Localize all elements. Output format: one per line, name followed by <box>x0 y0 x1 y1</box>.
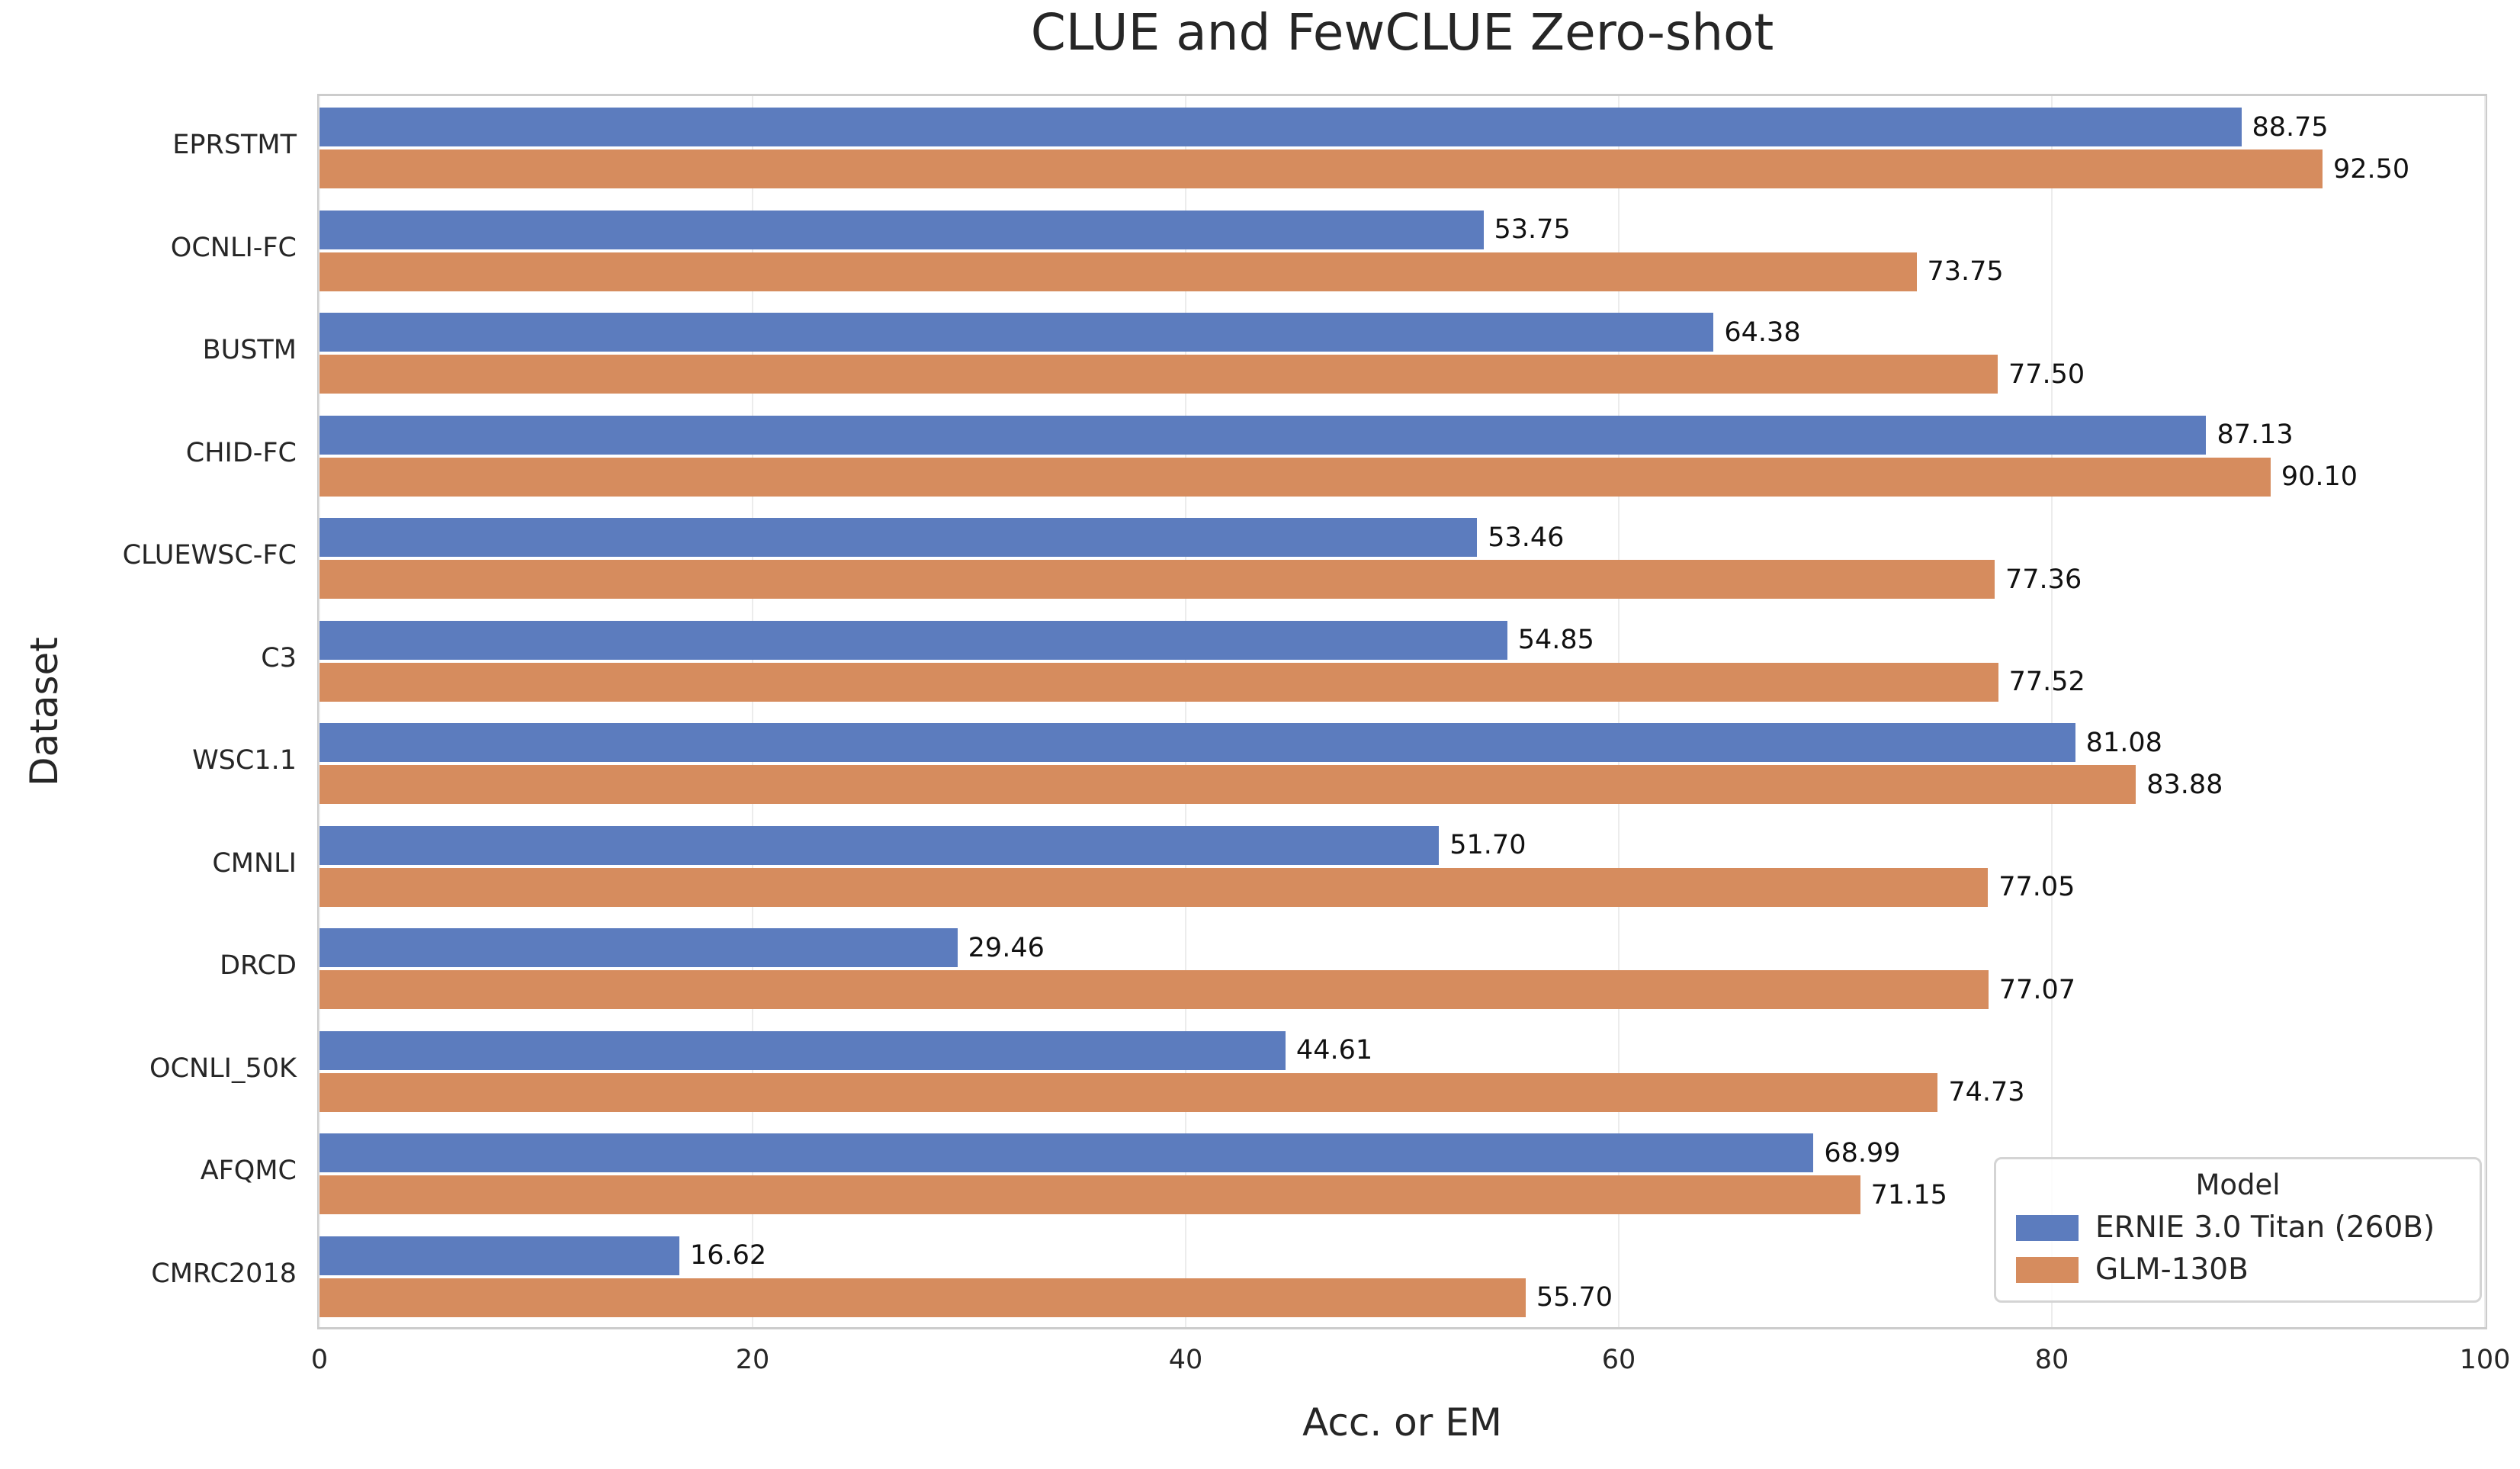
bar-value-label: 88.75 <box>2252 111 2329 143</box>
bar-value-label: 74.73 <box>1948 1077 2025 1107</box>
legend-entry: ERNIE 3.0 Titan (260B) <box>2016 1210 2460 1245</box>
bar-value-label: 68.99 <box>1824 1137 1901 1168</box>
x-tick-label-60: 60 <box>1601 1345 1636 1375</box>
bar-glm-cmrc2018 <box>319 1278 1526 1317</box>
bar-value-label: 54.85 <box>1517 625 1594 655</box>
bar-glm-drcd <box>319 970 1989 1009</box>
legend-label-glm: GLM-130B <box>2095 1252 2249 1287</box>
x-tick-label-80: 80 <box>2034 1345 2069 1375</box>
bar-ernie-cluewsc-fc <box>319 518 1478 557</box>
bar-value-label: 77.52 <box>2008 667 2085 697</box>
legend-title: Model <box>2195 1168 2281 1201</box>
bar-value-label: 29.46 <box>968 932 1045 963</box>
gridline <box>319 96 320 1327</box>
bar-value-label: 77.07 <box>1998 974 2075 1005</box>
bar-value-label: 92.50 <box>2333 153 2410 185</box>
y-tick-label-drcd: DRCD <box>220 950 297 982</box>
bar-ernie-c3 <box>319 620 1507 660</box>
x-tick-label-100: 100 <box>2459 1345 2511 1375</box>
bar-ernie-ocnli_50k <box>319 1030 1286 1070</box>
x-axis-title: Acc. or EM <box>1302 1400 1502 1445</box>
gridline <box>2051 96 2053 1327</box>
bar-ernie-ocnli-fc <box>319 210 1484 249</box>
y-tick-label-eprstmt: EPRSTMT <box>172 130 297 161</box>
bar-value-label: 51.70 <box>1449 830 1526 860</box>
bar-glm-afqmc <box>319 1175 1860 1214</box>
bar-glm-ocnli_50k <box>319 1072 1938 1112</box>
y-tick-label-cmrc2018: CMRC2018 <box>151 1258 297 1289</box>
bar-value-label: 53.75 <box>1494 214 1571 245</box>
chart-title: CLUE and FewCLUE Zero-shot <box>1030 3 1774 62</box>
y-tick-label-cmnli: CMNLI <box>212 847 297 879</box>
bar-ernie-cmnli <box>319 825 1440 865</box>
legend-swatch-glm <box>2016 1256 2079 1283</box>
bar-glm-c3 <box>319 662 1998 702</box>
bar-value-label: 53.46 <box>1488 522 1565 553</box>
y-tick-label-wsc1.1: WSC1.1 <box>192 745 297 776</box>
gridline <box>2484 96 2486 1327</box>
bar-glm-wsc1.1 <box>319 765 2136 804</box>
bar-ernie-cmrc2018 <box>319 1236 679 1275</box>
x-tick-label-20: 20 <box>735 1345 770 1375</box>
y-tick-label-bustm: BUSTM <box>202 335 297 366</box>
bar-value-label: 55.70 <box>1536 1282 1613 1313</box>
gridline <box>1185 96 1186 1327</box>
gridline <box>752 96 753 1327</box>
legend-swatch-ernie <box>2016 1214 2079 1241</box>
bar-value-label: 83.88 <box>2146 769 2223 800</box>
bar-value-label: 81.08 <box>2085 727 2162 758</box>
y-axis-tick-labels: EPRSTMT OCNLI-FC BUSTM CHID-FC CLUEWSC-FC C3 W… <box>0 94 299 1329</box>
y-tick-label-ocnli-fc: OCNLI-FC <box>170 232 297 263</box>
bar-ernie-eprstmt <box>319 108 2242 146</box>
bar-value-label: 16.62 <box>690 1240 767 1271</box>
bar-value-label: 73.75 <box>1927 256 2004 287</box>
bar-glm-chid-fc <box>319 457 2271 497</box>
x-tick-label-0: 0 <box>310 1345 329 1375</box>
y-tick-label-ocnli_50k: OCNLI_50K <box>149 1053 297 1084</box>
plot-area: 88.75 92.50 53.75 73.75 64.38 77.50 87.13 90.10… <box>317 94 2487 1329</box>
y-tick-label-chid-fc: CHID-FC <box>185 437 297 468</box>
bar-ernie-bustm <box>319 313 1714 352</box>
y-tick-label-c3: C3 <box>261 642 297 673</box>
bar-ernie-chid-fc <box>319 415 2207 455</box>
bar-value-label: 87.13 <box>2217 419 2294 450</box>
bar-value-label: 77.50 <box>2008 358 2085 390</box>
bar-value-label: 77.05 <box>1998 872 2075 902</box>
bar-value-label: 44.61 <box>1295 1035 1373 1066</box>
bar-glm-eprstmt <box>319 149 2323 188</box>
bar-value-label: 71.15 <box>1870 1179 1947 1210</box>
bar-glm-cluewsc-fc <box>319 560 1995 599</box>
legend: Model ERNIE 3.0 Titan (260B) GLM-130B <box>1994 1157 2482 1303</box>
bar-glm-bustm <box>319 355 1998 394</box>
x-tick-label-40: 40 <box>1168 1345 1203 1375</box>
bar-value-label: 90.10 <box>2281 461 2358 492</box>
legend-entry: GLM-130B <box>2016 1252 2460 1287</box>
bar-ernie-afqmc <box>319 1133 1814 1172</box>
bar-value-label: 64.38 <box>1724 317 1801 348</box>
bar-ernie-drcd <box>319 928 958 967</box>
y-tick-label-afqmc: AFQMC <box>200 1156 297 1187</box>
bar-ernie-wsc1.1 <box>319 723 2075 762</box>
gridline <box>1618 96 1620 1327</box>
bar-glm-cmnli <box>319 867 1989 907</box>
bar-value-label: 77.36 <box>2005 564 2082 595</box>
y-tick-label-cluewsc-fc: CLUEWSC-FC <box>122 540 297 571</box>
legend-label-ernie: ERNIE 3.0 Titan (260B) <box>2095 1210 2435 1245</box>
bar-glm-ocnli-fc <box>319 252 1917 291</box>
